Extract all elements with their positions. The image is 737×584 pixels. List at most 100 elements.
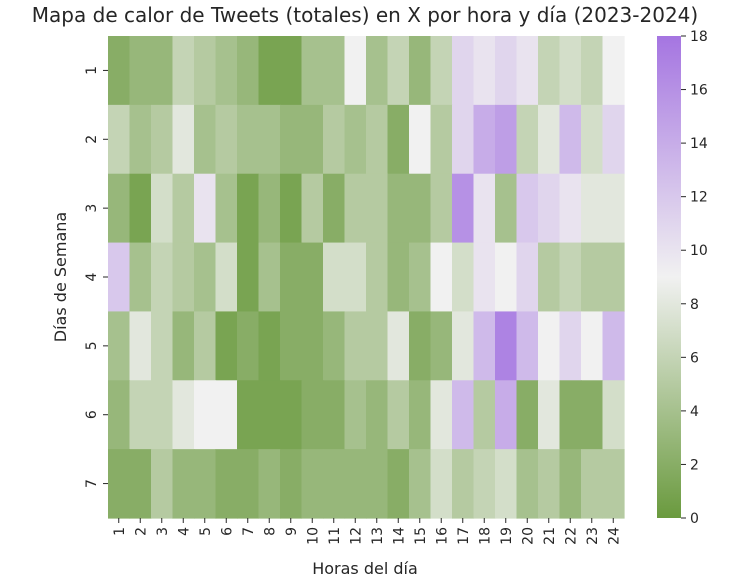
heatmap-cell (172, 36, 195, 106)
heatmap-cell (258, 449, 281, 519)
heatmap-cell (323, 311, 346, 381)
colorbar-tick-label: 2 (690, 457, 699, 473)
heatmap-cell (258, 36, 281, 106)
heatmap-cell (344, 449, 367, 519)
heatmap-cell (602, 36, 625, 106)
heatmap-cell (280, 36, 303, 106)
x-tick-label: 22 (563, 527, 579, 545)
heatmap-cell (538, 36, 561, 106)
heatmap-cell (559, 449, 582, 519)
heatmap-cell (301, 36, 324, 106)
heatmap-cell (409, 36, 432, 106)
heatmap-cell (602, 449, 625, 519)
heatmap-cell (129, 36, 152, 106)
heatmap-cell (516, 173, 539, 244)
heatmap-cell (151, 311, 174, 381)
heatmap-cell (129, 380, 152, 450)
heatmap-cell (280, 380, 303, 450)
y-tick-label: 4 (84, 272, 100, 281)
x-tick-label: 15 (413, 527, 429, 545)
heatmap-cell (387, 311, 410, 381)
y-axis-ticks: 1 2 3 4 5 6 7 (84, 66, 108, 488)
heatmap-cell (301, 104, 324, 175)
heatmap-cell (129, 104, 152, 175)
heatmap-cell (280, 104, 303, 175)
colorbar-tick-label: 18 (690, 29, 708, 45)
heatmap-cell (581, 449, 604, 519)
x-tick-label: 13 (370, 527, 386, 545)
heatmap-cell (452, 242, 475, 313)
heatmap-cell (172, 104, 195, 175)
heatmap-cell (516, 311, 539, 381)
heatmap-cell (495, 380, 518, 450)
heatmap-cell (495, 242, 518, 313)
heatmap-cell (194, 36, 217, 106)
heatmap-cell (538, 311, 561, 381)
heatmap-cell (237, 104, 260, 175)
heatmap-cell (194, 173, 217, 244)
y-tick-label: 2 (84, 135, 100, 144)
heatmap-cell (387, 173, 410, 244)
heatmap-cell (559, 242, 582, 313)
heatmap-cell (215, 36, 238, 106)
heatmap-cell (301, 449, 324, 519)
heatmap-cell (344, 104, 367, 175)
x-axis-label: Horas del día (312, 559, 418, 578)
heatmap-cell (452, 311, 475, 381)
heatmap-cell (452, 449, 475, 519)
x-tick-label: 12 (348, 527, 364, 545)
heatmap-cell (108, 36, 131, 106)
heatmap-cell (194, 380, 217, 450)
heatmap-cell (237, 380, 260, 450)
heatmap-cell (452, 380, 475, 450)
heatmap-cell (387, 449, 410, 519)
heatmap-cell (452, 173, 475, 244)
colorbar-tick-label: 14 (690, 136, 708, 152)
heatmap-cell (473, 449, 496, 519)
heatmap-cell (430, 449, 453, 519)
colorbar-tick-label: 6 (690, 350, 699, 366)
x-tick-label: 1 (112, 527, 128, 536)
x-tick-label: 6 (219, 527, 235, 536)
heatmap-cell (559, 380, 582, 450)
heatmap-cell (430, 36, 453, 106)
x-tick-label: 5 (198, 527, 214, 536)
heatmap-cell (473, 173, 496, 244)
heatmap-cell (387, 242, 410, 313)
colorbar-tick-label: 10 (690, 243, 708, 259)
heatmap-cell (602, 104, 625, 175)
heatmap-cell (258, 104, 281, 175)
heatmap-cell (430, 173, 453, 244)
heatmap-cell (409, 380, 432, 450)
heatmap-cell (129, 449, 152, 519)
heatmap-cell (581, 36, 604, 106)
heatmap-cell (516, 449, 539, 519)
x-tick-label: 2 (133, 527, 149, 536)
heatmap-cell (602, 242, 625, 313)
heatmap-cell (430, 380, 453, 450)
heatmap-cell (344, 380, 367, 450)
x-tick-label: 7 (241, 527, 257, 536)
heatmap-cell (581, 173, 604, 244)
x-tick-label: 20 (520, 527, 536, 545)
heatmap-cell (151, 104, 174, 175)
heatmap-cell (538, 104, 561, 175)
heatmap-cell (559, 104, 582, 175)
y-tick-label: 7 (84, 479, 100, 488)
heatmap-cell (323, 173, 346, 244)
heatmap-cell (409, 242, 432, 313)
heatmap-cell (108, 104, 131, 175)
x-tick-label: 4 (176, 527, 192, 536)
heatmap-cell (516, 242, 539, 313)
heatmap-cell (409, 449, 432, 519)
heatmap-cell (258, 380, 281, 450)
heatmap-cell (258, 173, 281, 244)
heatmap-cell (129, 242, 152, 313)
heatmap-cell (172, 380, 195, 450)
x-tick-label: 24 (606, 527, 622, 545)
heatmap-cell (387, 380, 410, 450)
heatmap-cell (344, 311, 367, 381)
heatmap-cell (108, 449, 131, 519)
chart-title: Mapa de calor de Tweets (totales) en X p… (32, 3, 698, 27)
heatmap-cell (258, 311, 281, 381)
